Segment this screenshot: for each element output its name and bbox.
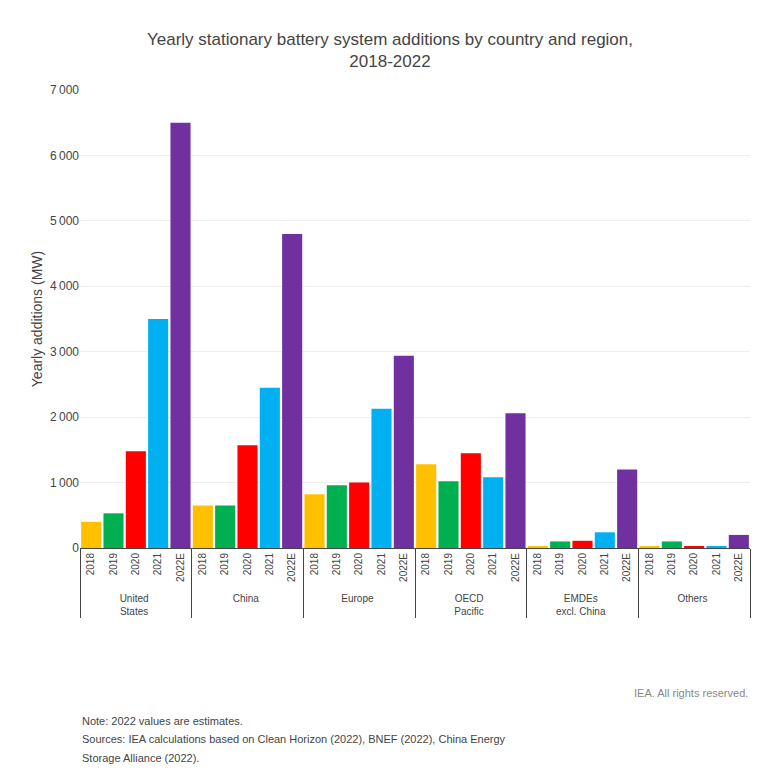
- svg-text:6 000: 6 000: [50, 149, 79, 163]
- svg-text:2021: 2021: [487, 553, 498, 576]
- svg-text:Yearly stationary battery syst: Yearly stationary battery system additio…: [147, 30, 633, 71]
- svg-text:2019: 2019: [108, 553, 119, 576]
- svg-text:2022E: 2022E: [398, 553, 409, 582]
- svg-text:2 000: 2 000: [50, 410, 79, 424]
- svg-text:2022E: 2022E: [733, 553, 744, 582]
- svg-text:0: 0: [72, 541, 79, 555]
- svg-text:EMDEsexcl. China: EMDEsexcl. China: [556, 593, 606, 617]
- svg-text:2018: 2018: [197, 553, 208, 576]
- svg-text:2019: 2019: [443, 553, 454, 576]
- svg-text:Others: Others: [677, 593, 707, 604]
- svg-text:7 000: 7 000: [50, 83, 79, 97]
- svg-text:IEA. All rights reserved.: IEA. All rights reserved.: [634, 687, 748, 699]
- svg-text:2022E: 2022E: [286, 553, 297, 582]
- svg-text:1 000: 1 000: [50, 476, 79, 490]
- svg-text:2020: 2020: [577, 553, 588, 576]
- svg-text:2021: 2021: [711, 553, 722, 576]
- svg-text:2020: 2020: [353, 553, 364, 576]
- svg-text:4 000: 4 000: [50, 279, 79, 293]
- svg-text:2019: 2019: [554, 553, 565, 576]
- svg-text:2020: 2020: [130, 553, 141, 576]
- svg-text:Yearly additions (MW): Yearly additions (MW): [29, 251, 45, 387]
- svg-text:2020: 2020: [465, 553, 476, 576]
- svg-text:Europe: Europe: [341, 593, 374, 604]
- svg-text:2020: 2020: [688, 553, 699, 576]
- svg-text:2022E: 2022E: [510, 553, 521, 582]
- svg-text:2019: 2019: [666, 553, 677, 576]
- svg-text:2020: 2020: [242, 553, 253, 576]
- svg-text:2018: 2018: [532, 553, 543, 576]
- svg-text:2021: 2021: [264, 553, 275, 576]
- svg-text:5 000: 5 000: [50, 214, 79, 228]
- svg-text:OECDPacific: OECDPacific: [454, 593, 483, 617]
- svg-text:2021: 2021: [376, 553, 387, 576]
- svg-text:2018: 2018: [420, 553, 431, 576]
- svg-text:2021: 2021: [152, 553, 163, 576]
- svg-text:2021: 2021: [599, 553, 610, 576]
- svg-text:2018: 2018: [644, 553, 655, 576]
- svg-text:Storage Alliance (2022).: Storage Alliance (2022).: [82, 752, 199, 764]
- svg-text:Sources: IEA calculations base: Sources: IEA calculations based on Clean…: [82, 733, 506, 745]
- svg-text:2018: 2018: [309, 553, 320, 576]
- svg-text:China: China: [233, 593, 260, 604]
- svg-text:2019: 2019: [331, 553, 342, 576]
- svg-text:2022E: 2022E: [621, 553, 632, 582]
- svg-text:2018: 2018: [85, 553, 96, 576]
- svg-text:2019: 2019: [219, 553, 230, 576]
- svg-text:UnitedStates: UnitedStates: [120, 593, 149, 617]
- svg-text:2022E: 2022E: [175, 553, 186, 582]
- svg-text:3 000: 3 000: [50, 345, 79, 359]
- svg-text:Note: 2022 values are estimate: Note: 2022 values are estimates.: [82, 715, 243, 727]
